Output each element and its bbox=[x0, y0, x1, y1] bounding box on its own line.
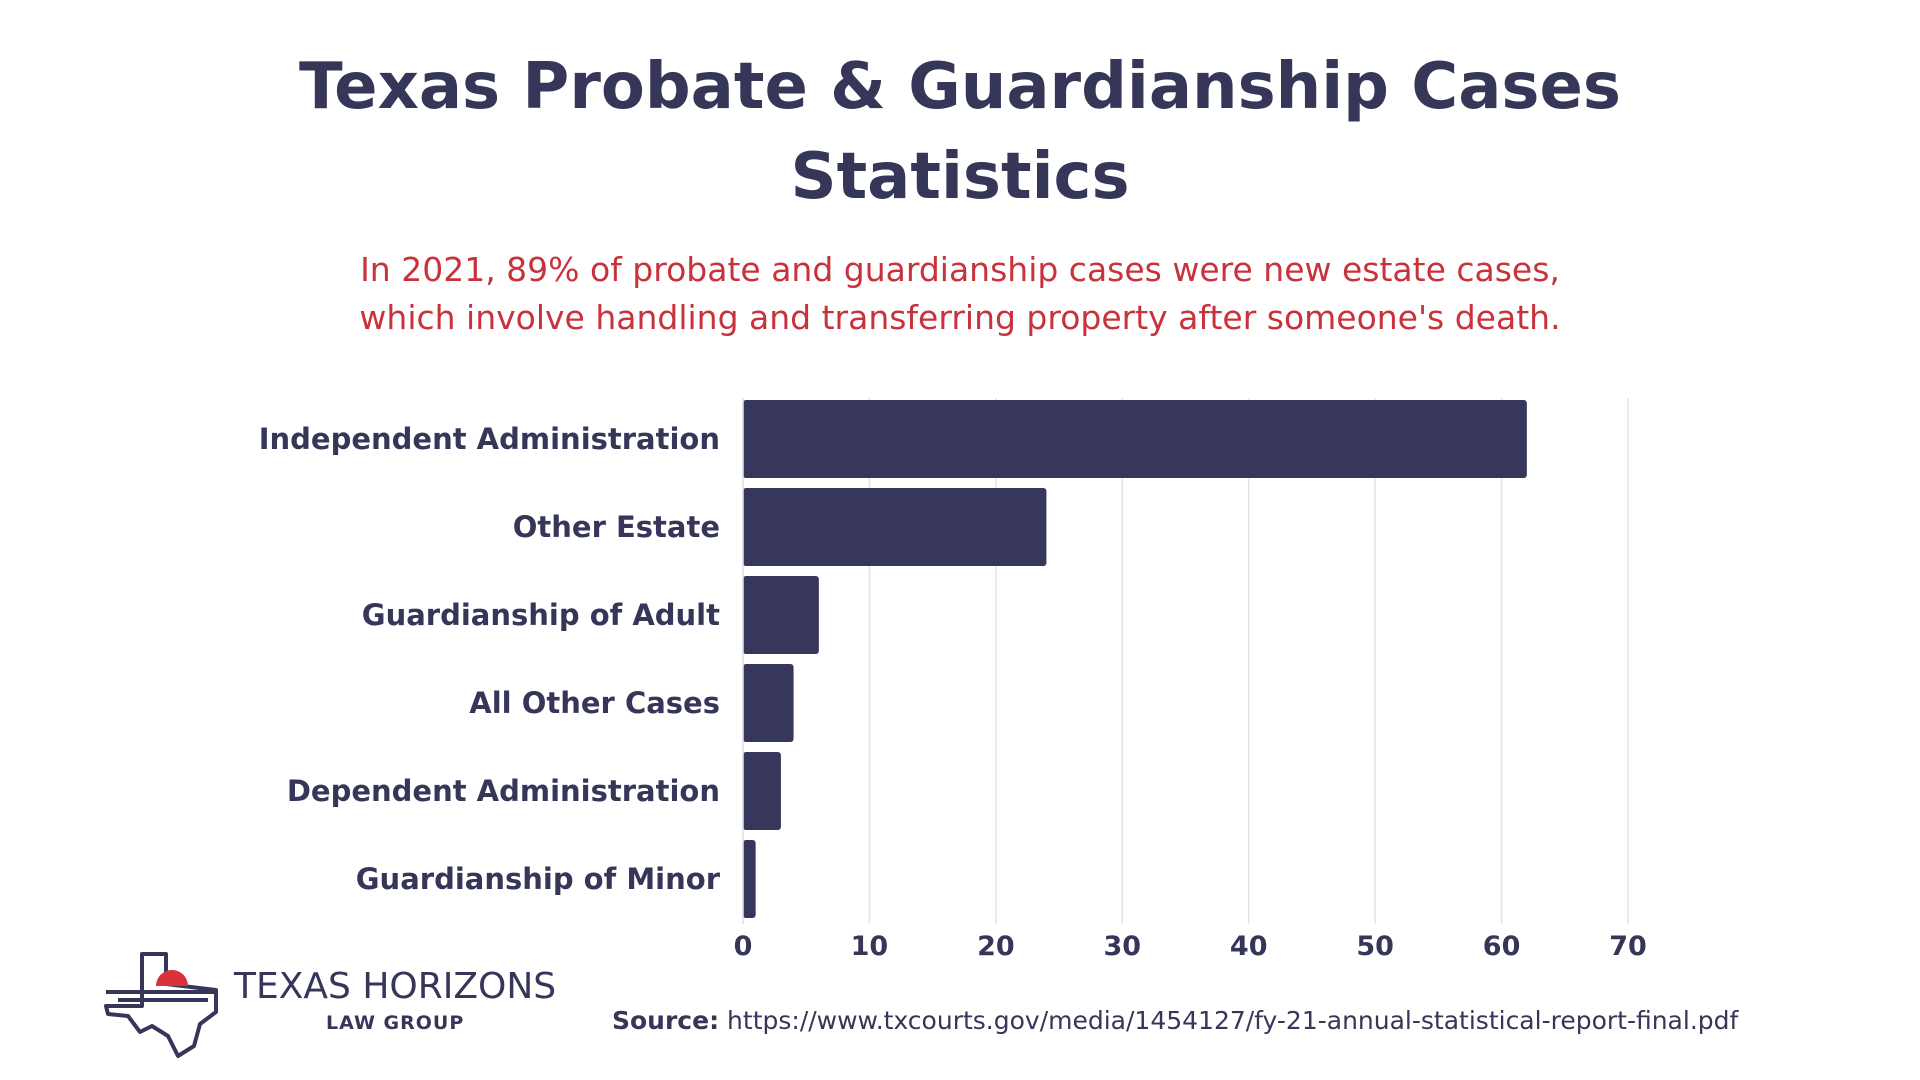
bar bbox=[743, 488, 1047, 566]
category-label: Independent Administration bbox=[259, 422, 720, 456]
bar bbox=[743, 752, 781, 830]
chart-subtitle-line2: which involve handling and transferring … bbox=[359, 298, 1561, 337]
category-label: Dependent Administration bbox=[287, 774, 720, 808]
category-label: Guardianship of Adult bbox=[362, 598, 720, 632]
x-tick-label: 70 bbox=[1609, 931, 1647, 962]
source-url[interactable]: https://www.txcourts.gov/media/1454127/f… bbox=[727, 1006, 1739, 1035]
logo-subtitle: LAW GROUP bbox=[326, 1012, 465, 1034]
x-tick-label: 10 bbox=[851, 931, 889, 962]
chart-title-line1: Texas Probate & Guardianship Cases bbox=[299, 50, 1621, 124]
chart-subtitle: In 2021, 89% of probate and guardianship… bbox=[0, 246, 1920, 342]
x-tick-label: 30 bbox=[1103, 931, 1141, 962]
bar bbox=[743, 840, 756, 918]
source-note: Source: https://www.txcourts.gov/media/1… bbox=[612, 1006, 1738, 1035]
x-tick-label: 20 bbox=[977, 931, 1015, 962]
bar bbox=[743, 664, 794, 742]
x-tick-label: 40 bbox=[1230, 931, 1268, 962]
category-label: Other Estate bbox=[513, 510, 720, 544]
x-tick-label: 0 bbox=[734, 931, 753, 962]
logo-name: TEXAS HORIZONS bbox=[234, 966, 557, 1007]
chart-title: Texas Probate & Guardianship Cases Stati… bbox=[0, 42, 1920, 222]
category-label: All Other Cases bbox=[469, 686, 720, 720]
x-tick-label: 50 bbox=[1356, 931, 1394, 962]
source-label: Source: bbox=[612, 1006, 720, 1035]
chart-subtitle-line1: In 2021, 89% of probate and guardianship… bbox=[360, 250, 1560, 289]
bar bbox=[743, 400, 1527, 478]
bar bbox=[743, 576, 819, 654]
bar-chart: 0 10 20 30 40 50 60 70 Independent Administratio… bbox=[259, 398, 1647, 962]
category-label: Guardianship of Minor bbox=[356, 862, 721, 896]
logo: TEXAS HORIZONS LAW GROUP bbox=[104, 950, 574, 1060]
x-tick-label: 60 bbox=[1483, 931, 1521, 962]
chart-title-line2: Statistics bbox=[790, 140, 1130, 214]
texas-map-sun-icon bbox=[104, 952, 218, 1058]
